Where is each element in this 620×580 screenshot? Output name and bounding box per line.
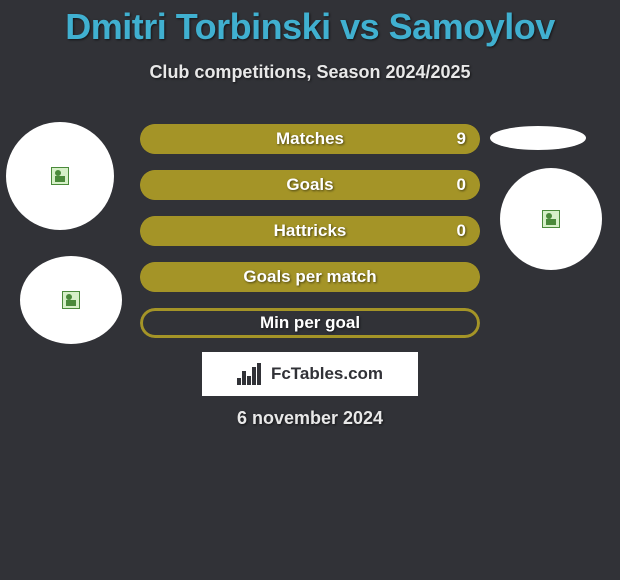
stat-bar-label: Goals	[140, 170, 480, 200]
stat-bar: Goals0	[140, 170, 480, 200]
player1-avatar	[6, 122, 114, 230]
broken-image-icon	[51, 167, 69, 185]
stat-bar-label: Matches	[140, 124, 480, 154]
page-subtitle: Club competitions, Season 2024/2025	[0, 62, 620, 83]
stats-bars: Matches9Goals0Hattricks0Goals per matchM…	[140, 124, 480, 354]
stat-bar: Min per goal	[140, 308, 480, 338]
stat-bar-label: Hattricks	[140, 216, 480, 246]
team2-crest	[500, 168, 602, 270]
stat-bar-label: Min per goal	[140, 308, 480, 338]
stat-bar: Goals per match	[140, 262, 480, 292]
branding-text: FcTables.com	[271, 364, 383, 384]
page-title: Dmitri Torbinski vs Samoylov	[0, 0, 620, 48]
stat-bar-label: Goals per match	[140, 262, 480, 292]
stat-bar-value: 0	[457, 170, 466, 200]
stat-bar: Hattricks0	[140, 216, 480, 246]
broken-image-icon	[62, 291, 80, 309]
footer-date: 6 november 2024	[0, 408, 620, 429]
broken-image-icon	[542, 210, 560, 228]
team1-crest	[20, 256, 122, 344]
stat-bar: Matches9	[140, 124, 480, 154]
branding-badge: FcTables.com	[202, 352, 418, 396]
stat-bar-value: 0	[457, 216, 466, 246]
bar-chart-icon	[237, 363, 265, 385]
player2-avatar	[490, 126, 586, 150]
stat-bar-value: 9	[457, 124, 466, 154]
